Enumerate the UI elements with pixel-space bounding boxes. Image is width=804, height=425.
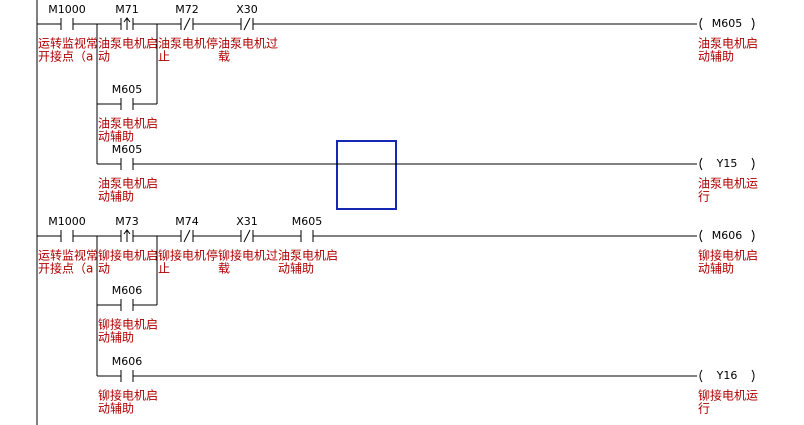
coil-bracket <box>699 157 755 171</box>
comment: 铆接电机运 <box>698 388 758 403</box>
comment: 铆接电机启 <box>98 248 158 263</box>
comment: 止 <box>158 262 170 276</box>
device-label: X31 <box>236 215 258 228</box>
comment: 油泵电机启 <box>98 177 158 191</box>
comment: 铆接电机启 <box>98 317 158 332</box>
comment: 动 <box>98 50 110 64</box>
comment: 动辅助 <box>698 50 734 64</box>
device-label: M605 <box>112 83 143 96</box>
comment: 油泵电机停 <box>158 36 218 51</box>
comment: 运转监视常 <box>38 248 98 263</box>
comment: 动辅助 <box>698 262 734 276</box>
comment: 油泵电机启 <box>98 37 158 51</box>
coil-device: M605 <box>712 17 743 30</box>
comment: 铆接电机停 <box>158 248 218 263</box>
comment: 动辅助 <box>98 331 134 345</box>
device-label: M71 <box>115 3 139 16</box>
device-label: M74 <box>175 215 199 228</box>
coil-device: Y15 <box>716 157 738 170</box>
comment: 油泵电机启 <box>698 37 758 51</box>
comment: 行 <box>698 190 710 204</box>
device-label: M72 <box>175 3 199 16</box>
comment: 油泵电机运 <box>698 177 758 191</box>
comment: 动辅助 <box>98 190 134 204</box>
comment: 油泵电机启 <box>98 117 158 131</box>
coil-bracket <box>699 17 755 31</box>
device-label: X30 <box>236 3 258 16</box>
comment: 动辅助 <box>278 262 314 276</box>
device-label: M1000 <box>48 215 86 228</box>
nc-slash <box>183 17 191 31</box>
comment: 载 <box>218 262 230 276</box>
coil-bracket <box>699 369 755 383</box>
device-label: M73 <box>115 215 139 228</box>
cursor[interactable] <box>336 140 397 210</box>
nc-slash <box>183 229 191 243</box>
coil-bracket <box>699 229 755 243</box>
comment: 铆接电机启 <box>98 388 158 403</box>
comment: 油泵电机过 <box>218 37 278 51</box>
device-label: M605 <box>292 215 323 228</box>
nc-slash <box>243 229 251 243</box>
comment: 铆接电机过 <box>218 248 278 263</box>
coil-device: M606 <box>712 229 743 242</box>
device-label: M1000 <box>48 3 86 16</box>
comment: 运转监视常 <box>38 36 98 51</box>
comment: 开接点（a <box>38 49 93 64</box>
comment: 行 <box>698 402 710 416</box>
comment: 载 <box>218 50 230 64</box>
comment: 开接点（a <box>38 261 93 276</box>
comment: 止 <box>158 50 170 64</box>
comment: 铆接电机启 <box>698 248 758 263</box>
device-label: M606 <box>112 284 143 297</box>
comment: 动辅助 <box>98 130 134 144</box>
comment: 油泵电机启 <box>278 249 338 263</box>
nc-slash <box>243 17 251 31</box>
coil-device: Y16 <box>716 369 738 382</box>
device-label: M605 <box>112 143 143 156</box>
rising-arrow <box>123 17 131 30</box>
comment: 动辅助 <box>98 402 134 416</box>
rising-arrow <box>123 229 131 242</box>
device-label: M606 <box>112 355 143 368</box>
comment: 动 <box>98 262 110 276</box>
